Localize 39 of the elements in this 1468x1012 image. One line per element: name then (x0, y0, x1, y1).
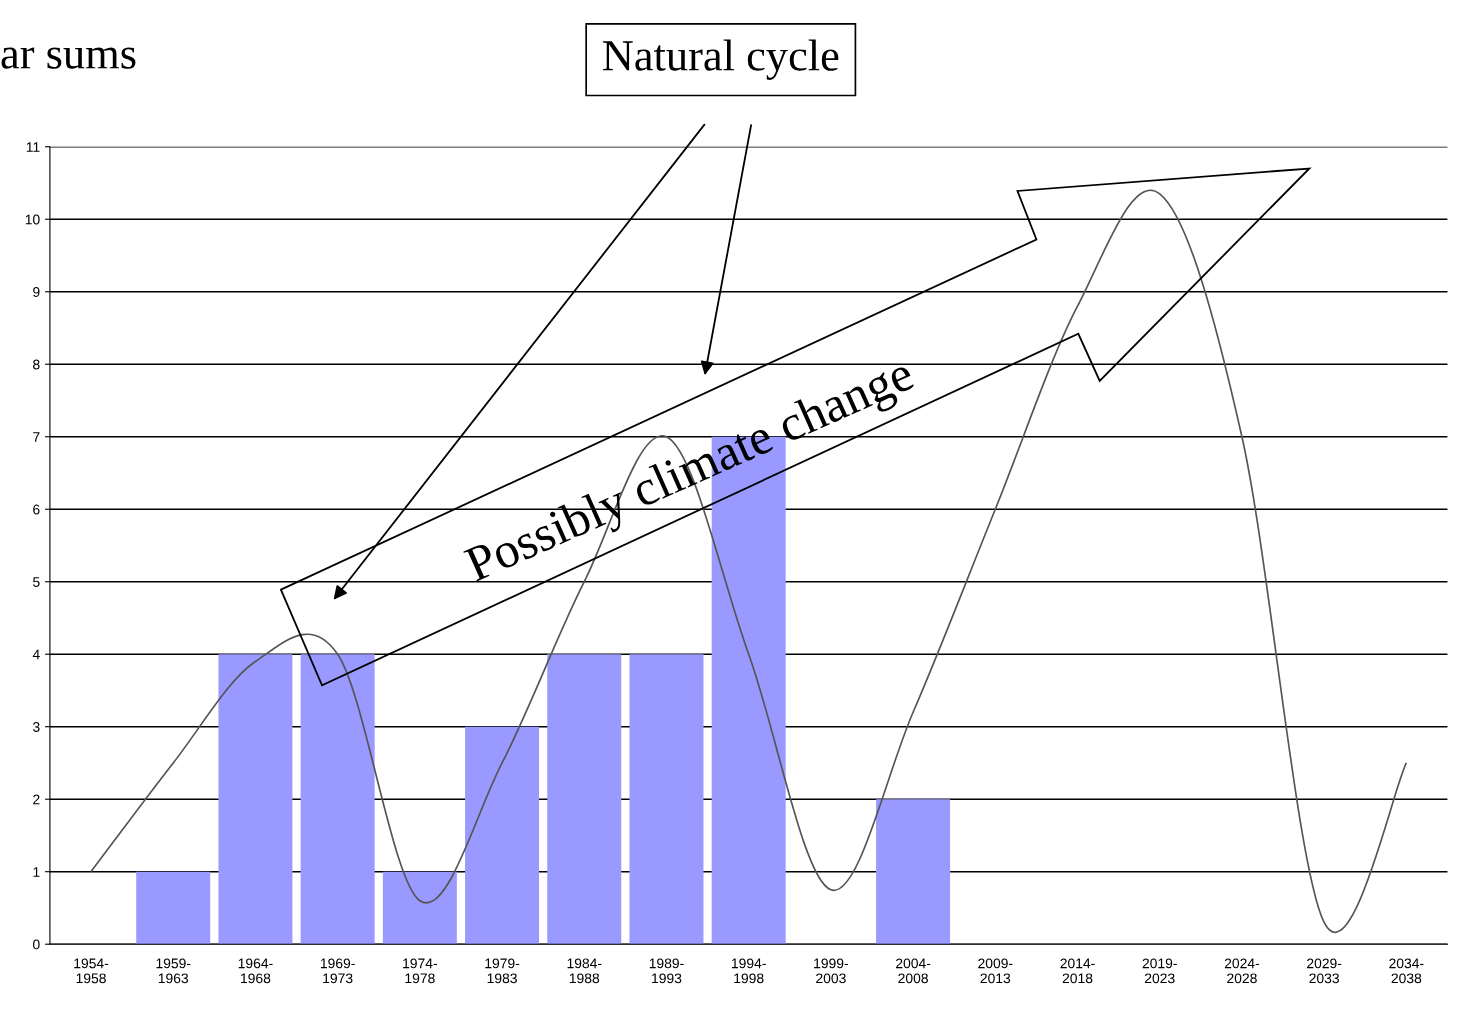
x-tick-label: 1969- 1973 (320, 958, 355, 984)
y-tick-label: 10 (25, 214, 40, 225)
x-tick-label: 1974- 1978 (403, 958, 437, 984)
x-tick-label: 1989- 1993 (649, 958, 684, 984)
x-tick-label: 2034- 2038 (1389, 958, 1424, 984)
x-tick-label: 2019- 2023 (1142, 958, 1177, 984)
x-tick-label: 1999- 2003 (814, 958, 849, 984)
y-tick-label: 4 (32, 649, 40, 660)
bar (629, 654, 704, 945)
bar (876, 799, 951, 945)
y-tick-label: 7 (33, 432, 40, 442)
x-tick-label: 2029- 2033 (1307, 958, 1342, 984)
x-tick-label: 2009- 2013 (978, 958, 1013, 984)
y-tick-label: 1 (33, 867, 40, 877)
y-tick-label: 3 (33, 722, 40, 732)
x-tick-label: 2014- 2018 (1060, 958, 1095, 984)
y-tick-label: 11 (26, 142, 40, 152)
chart-title: ar sums (1, 47, 136, 69)
x-tick-label: 1954- 1958 (74, 958, 109, 984)
x-tick-label: 2024- 2028 (1224, 958, 1260, 984)
text: Natural cycle (603, 39, 839, 80)
y-tick-label: 0 (33, 939, 40, 950)
x-tick-label: 1964- 1968 (238, 958, 273, 984)
x-tick-label: 1984- 1988 (567, 958, 602, 984)
bar (218, 654, 293, 945)
bar (547, 654, 622, 945)
x-tick-label: 1994- 1998 (731, 958, 766, 984)
x-tick-label: 1979- 1983 (485, 958, 520, 984)
y-tick-label: 8 (33, 359, 40, 370)
y-tick-label: 2 (33, 794, 40, 805)
x-tick-label: 2004- 2008 (896, 958, 931, 984)
bar (136, 871, 211, 945)
y-tick-label: 6 (33, 504, 40, 515)
y-tick-label: 9 (33, 287, 40, 297)
bar (382, 871, 457, 945)
bar (300, 654, 375, 945)
bar (465, 726, 540, 945)
x-tick-label: 1959- 1963 (156, 958, 191, 984)
y-tick-label: 5 (33, 577, 40, 587)
